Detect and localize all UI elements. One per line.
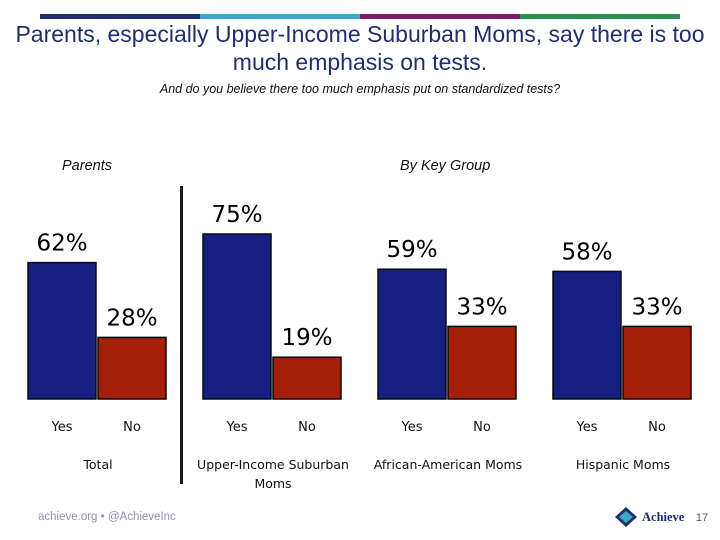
chart-title: Parents, especially Upper-Income Suburba… bbox=[15, 21, 705, 75]
data-label-yes: 59% bbox=[386, 237, 437, 263]
group-label: Hispanic Moms bbox=[576, 457, 670, 472]
group-label: Moms bbox=[254, 476, 291, 491]
data-label-yes: 75% bbox=[211, 202, 262, 228]
data-label-no: 19% bbox=[281, 325, 332, 351]
series-label-yes: Yes bbox=[401, 420, 423, 435]
chart-subtitle: And do you believe there too much emphas… bbox=[159, 82, 561, 96]
section-label-parents: Parents bbox=[62, 158, 112, 174]
top-bar-segment bbox=[200, 14, 360, 19]
bar-no bbox=[447, 325, 517, 400]
series-label-no: No bbox=[648, 420, 666, 435]
bar-no bbox=[272, 356, 342, 400]
logo-text: Achieve bbox=[642, 510, 685, 524]
footer-handle: achieve.org • @AchieveInc bbox=[38, 511, 176, 523]
data-label-no: 33% bbox=[456, 294, 507, 320]
top-bar-segment bbox=[360, 14, 520, 19]
top-color-bar bbox=[40, 14, 680, 19]
group-label: Upper-Income Suburban bbox=[197, 457, 349, 472]
top-bar-segment bbox=[40, 14, 200, 19]
group-label: Total bbox=[82, 457, 112, 472]
group-label: African-American Moms bbox=[374, 457, 522, 472]
series-label-yes: Yes bbox=[226, 420, 248, 435]
series-label-no: No bbox=[298, 420, 316, 435]
logo-mark-inner-icon bbox=[619, 511, 633, 523]
series-label-no: No bbox=[473, 420, 491, 435]
bar-yes bbox=[202, 233, 272, 400]
section-divider bbox=[180, 186, 183, 484]
page-number: 17 bbox=[695, 512, 709, 524]
bar-no bbox=[622, 325, 692, 400]
data-label-no: 33% bbox=[631, 294, 682, 320]
top-bar-segment bbox=[520, 14, 680, 19]
data-label-no: 28% bbox=[106, 305, 157, 331]
data-label-yes: 62% bbox=[36, 231, 87, 257]
bar-yes bbox=[552, 270, 622, 400]
series-label-no: No bbox=[123, 420, 141, 435]
bar-yes bbox=[27, 261, 97, 400]
achieve-logo bbox=[615, 507, 637, 527]
data-label-yes: 58% bbox=[561, 239, 612, 265]
series-label-yes: Yes bbox=[576, 420, 598, 435]
series-label-yes: Yes bbox=[51, 420, 73, 435]
section-label-key-group: By Key Group bbox=[400, 158, 491, 174]
bar-no bbox=[97, 336, 167, 400]
bar-yes bbox=[377, 268, 447, 400]
